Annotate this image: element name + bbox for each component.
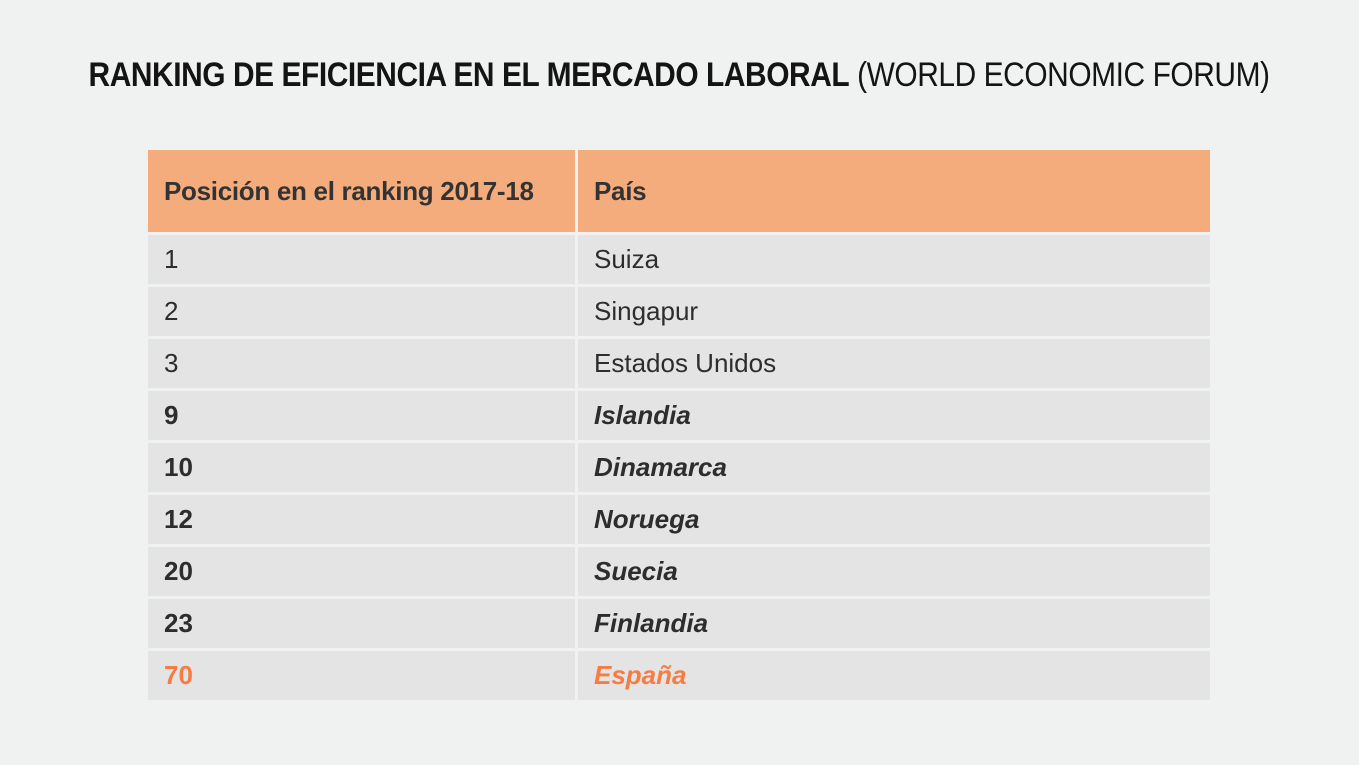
country-cell: Estados Unidos <box>578 339 1210 388</box>
table-row: 9 Islandia <box>148 391 1210 440</box>
table-header-row: Posición en el ranking 2017-18 País <box>148 150 1210 232</box>
position-cell: 1 <box>148 235 575 284</box>
country-cell: Dinamarca <box>578 443 1210 492</box>
table-body: 1 Suiza 2 Singapur 3 Estados Unidos 9 Islandia 1… <box>148 235 1210 700</box>
position-cell: 9 <box>148 391 575 440</box>
position-cell: 10 <box>148 443 575 492</box>
table-row: 20 Suecia <box>148 547 1210 596</box>
position-cell: 23 <box>148 599 575 648</box>
country-cell: Suiza <box>578 235 1210 284</box>
table-row: 3 Estados Unidos <box>148 339 1210 388</box>
table-row: 70 España <box>148 651 1210 700</box>
table-row: 12 Noruega <box>148 495 1210 544</box>
column-header-country: País <box>578 150 1210 232</box>
country-cell: España <box>578 651 1210 700</box>
infographic-page: RANKING DE EFICIENCIA EN EL MERCADO LABO… <box>0 56 1359 700</box>
table-row: 2 Singapur <box>148 287 1210 336</box>
table-row: 23 Finlandia <box>148 599 1210 648</box>
country-cell: Finlandia <box>578 599 1210 648</box>
ranking-table: Posición en el ranking 2017-18 País 1 Sui… <box>148 150 1210 700</box>
country-cell: Suecia <box>578 547 1210 596</box>
position-cell: 2 <box>148 287 575 336</box>
page-title: RANKING DE EFICIENCIA EN EL MERCADO LABO… <box>0 56 1359 94</box>
position-cell: 20 <box>148 547 575 596</box>
country-cell: Islandia <box>578 391 1210 440</box>
country-cell: Noruega <box>578 495 1210 544</box>
title-sub: (WORLD ECONOMIC FORUM) <box>857 56 1271 94</box>
table-row: 1 Suiza <box>148 235 1210 284</box>
table-row: 10 Dinamarca <box>148 443 1210 492</box>
title-main: RANKING DE EFICIENCIA EN EL MERCADO LABO… <box>88 56 850 94</box>
position-cell: 70 <box>148 651 575 700</box>
position-cell: 12 <box>148 495 575 544</box>
page-title-text: RANKING DE EFICIENCIA EN EL MERCADO LABO… <box>88 56 1271 94</box>
position-cell: 3 <box>148 339 575 388</box>
column-header-position: Posición en el ranking 2017-18 <box>148 150 575 232</box>
country-cell: Singapur <box>578 287 1210 336</box>
